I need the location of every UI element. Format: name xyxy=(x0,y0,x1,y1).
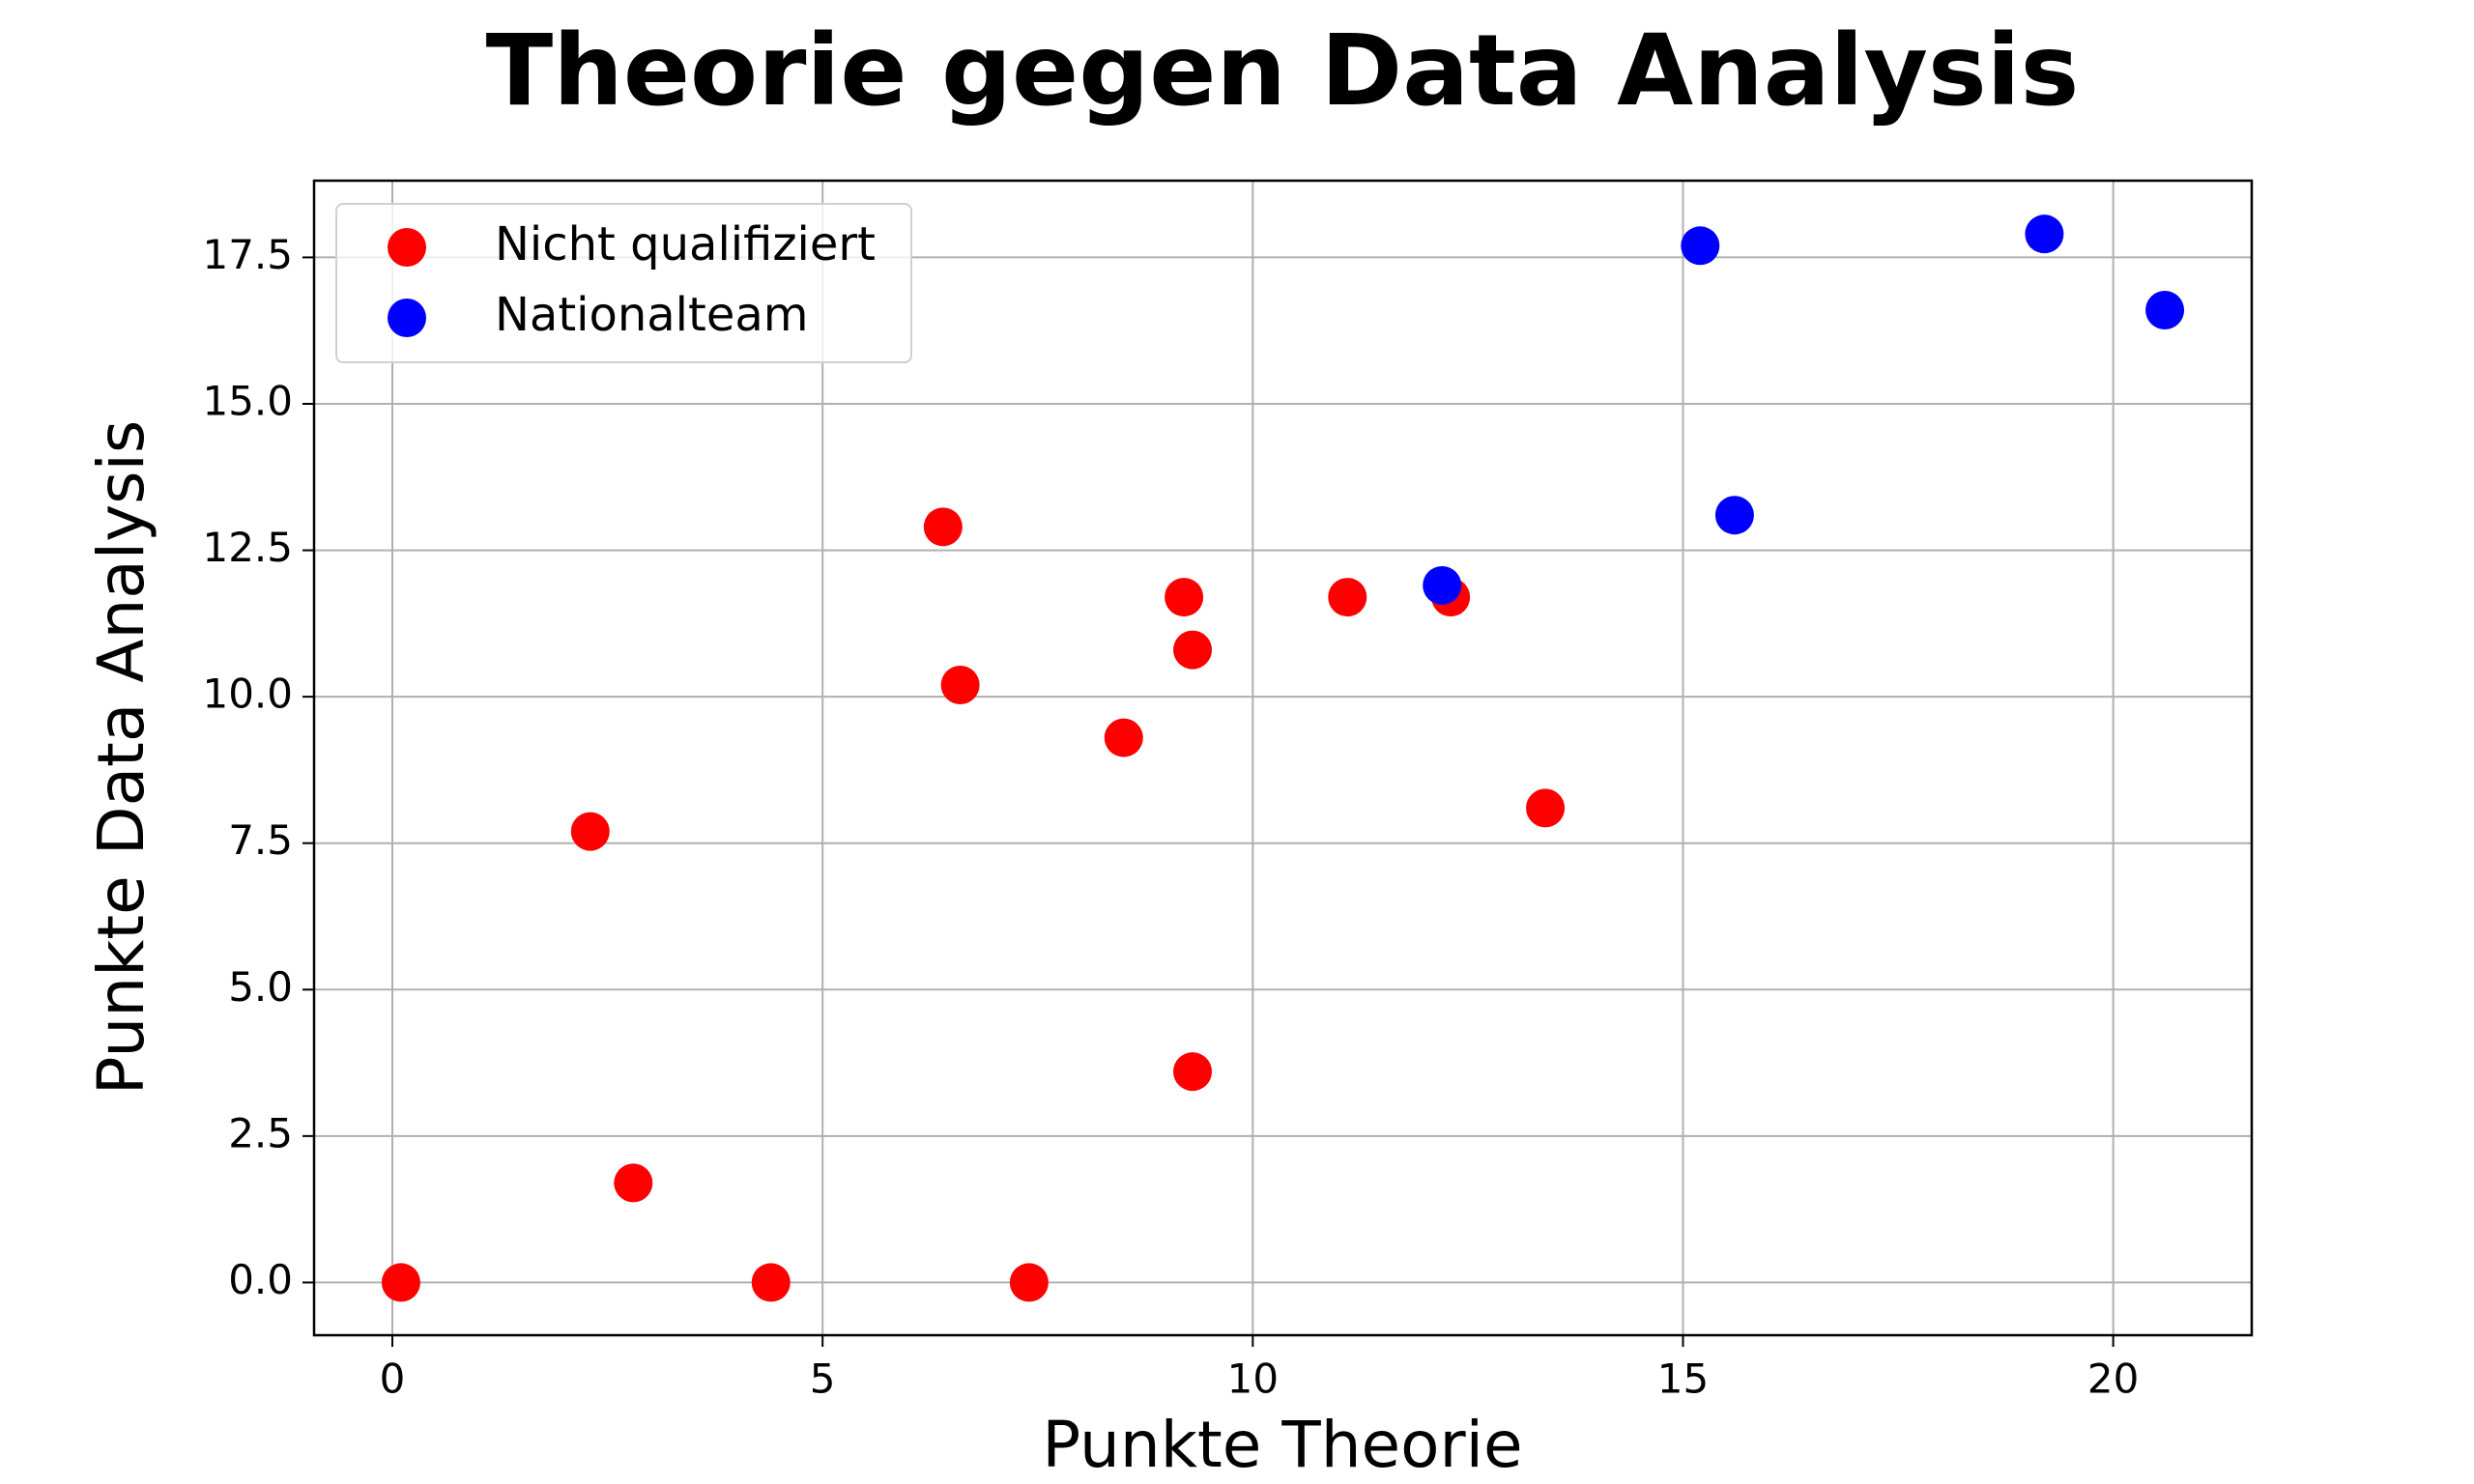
legend-marker xyxy=(388,299,426,337)
point xyxy=(614,1163,653,1203)
point xyxy=(2025,214,2064,254)
chart-title: Theorie gegen Data Analysis xyxy=(486,14,2080,128)
point xyxy=(1173,1052,1213,1092)
y-tick-label: 12.5 xyxy=(202,524,293,571)
y-tick-label: 15.0 xyxy=(202,377,293,424)
x-tick-label: 10 xyxy=(1227,1356,1279,1403)
x-axis-label: Punkte Theorie xyxy=(1042,1408,1522,1482)
point xyxy=(1328,578,1367,617)
point xyxy=(923,507,963,547)
point xyxy=(1423,565,1462,605)
point xyxy=(751,1263,791,1302)
point xyxy=(1681,226,1720,266)
y-tick-label: 2.5 xyxy=(228,1109,293,1156)
x-tick-label: 0 xyxy=(380,1356,406,1403)
point xyxy=(1165,578,1204,617)
point xyxy=(1714,496,1754,535)
legend-label: Nicht qualifiziert xyxy=(495,217,876,271)
plot-frame xyxy=(312,179,2254,1337)
y-axis-label: Punkte Data Analysis xyxy=(84,420,158,1095)
x-tick-label: 15 xyxy=(1657,1356,1709,1403)
point xyxy=(1526,788,1566,828)
point xyxy=(570,812,610,851)
y-tick-label: 0.0 xyxy=(228,1256,293,1303)
point xyxy=(381,1263,420,1302)
x-tick-label: 5 xyxy=(810,1356,836,1403)
legend-label: Nationalteam xyxy=(495,288,809,342)
point xyxy=(1173,630,1213,670)
legend-marker xyxy=(388,228,426,267)
legend-box xyxy=(335,203,912,363)
y-tick-label: 7.5 xyxy=(228,816,293,864)
y-tick-label: 17.5 xyxy=(202,231,293,278)
y-tick-label: 10.0 xyxy=(202,671,293,718)
point xyxy=(2145,290,2185,329)
y-tick-label: 5.0 xyxy=(228,963,293,1011)
point xyxy=(940,666,980,705)
point xyxy=(1009,1263,1049,1302)
point xyxy=(1104,718,1143,757)
x-tick-label: 20 xyxy=(2087,1356,2139,1403)
